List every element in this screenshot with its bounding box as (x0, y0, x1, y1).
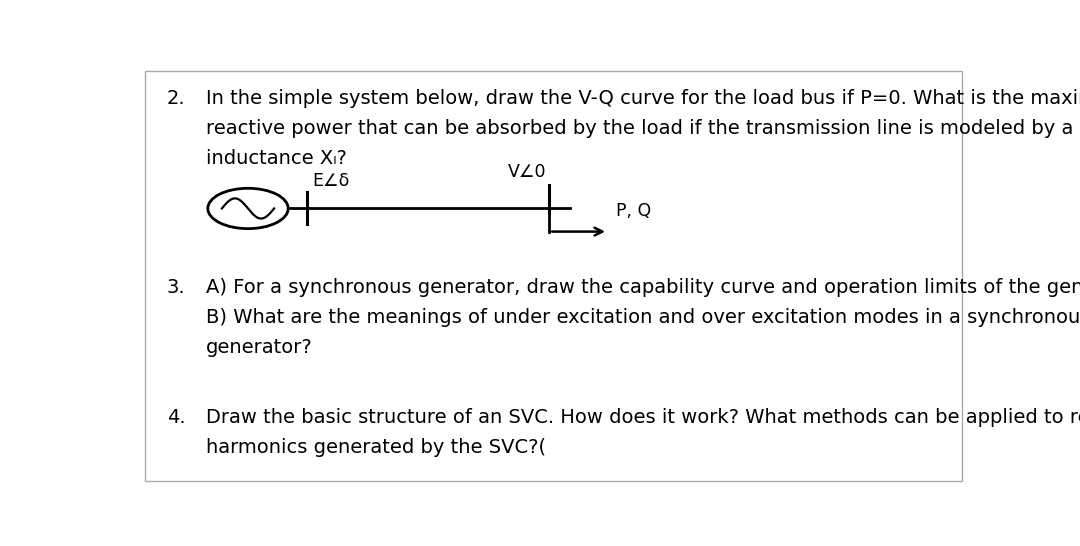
Text: P, Q: P, Q (617, 201, 651, 219)
Text: 4.: 4. (166, 408, 186, 427)
Text: E∠δ: E∠δ (312, 171, 350, 189)
Text: reactive power that can be absorbed by the load if the transmission line is mode: reactive power that can be absorbed by t… (206, 119, 1080, 138)
Text: generator?: generator? (206, 339, 313, 358)
Text: harmonics generated by the SVC?(: harmonics generated by the SVC?( (206, 438, 546, 458)
Text: 2.: 2. (166, 88, 186, 108)
Text: In the simple system below, draw the V-Q curve for the load bus if P=0. What is : In the simple system below, draw the V-Q… (206, 88, 1080, 108)
Text: inductance Xₗ?: inductance Xₗ? (206, 149, 347, 168)
Text: 3.: 3. (166, 278, 186, 297)
Text: B) What are the meanings of under excitation and over excitation modes in a sync: B) What are the meanings of under excita… (206, 308, 1080, 327)
Text: Draw the basic structure of an SVC. How does it work? What methods can be applie: Draw the basic structure of an SVC. How … (206, 408, 1080, 427)
Text: V∠0: V∠0 (508, 163, 546, 181)
Text: A) For a synchronous generator, draw the capability curve and operation limits o: A) For a synchronous generator, draw the… (206, 278, 1080, 297)
